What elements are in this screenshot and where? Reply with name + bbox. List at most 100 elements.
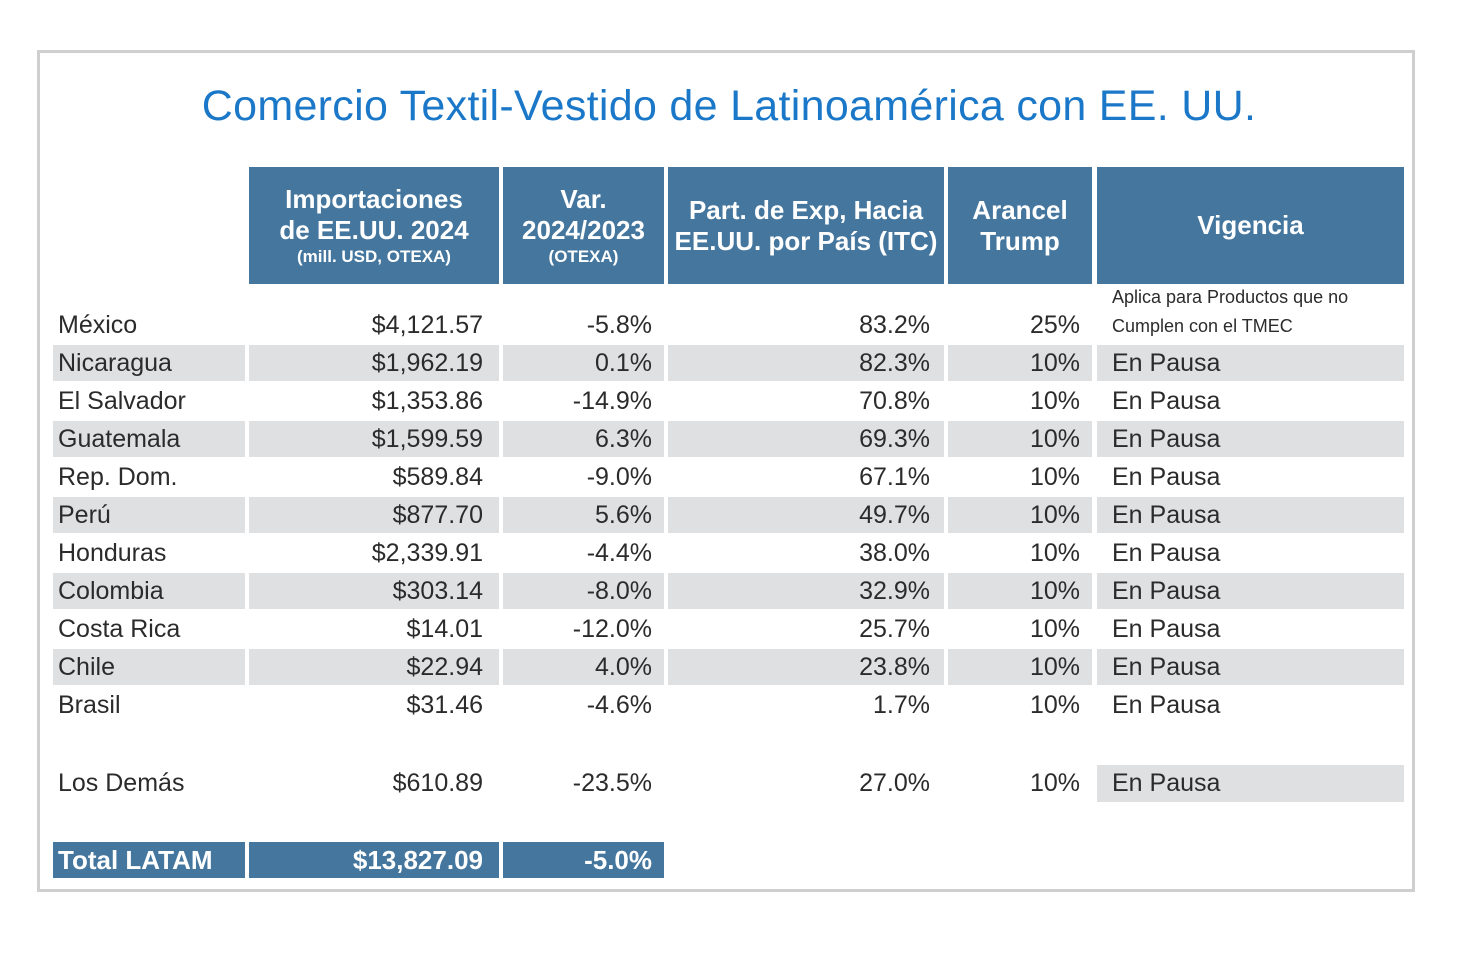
tariff-cell: 10% — [1029, 615, 1080, 643]
tariff-cell: 10% — [1029, 769, 1080, 797]
table-row: Nicaragua $1,962.19 0.1% 82.3% 10% En Pa… — [0, 345, 1468, 381]
variation-cell: -12.0% — [572, 615, 652, 643]
table-row: Honduras $2,339.91 -4.4% 38.0% 10% En Pa… — [0, 535, 1468, 571]
header-vigencia: Vigencia — [1097, 167, 1404, 284]
tariff-cell: 10% — [948, 497, 1092, 533]
vigencia-cell: En Pausa — [1097, 573, 1404, 609]
country-cell: Rep. Dom. — [58, 463, 178, 491]
tariff-cell: 10% — [1029, 387, 1080, 415]
share-cell: 70.8% — [859, 387, 930, 415]
imports-cell: $14.01 — [406, 615, 483, 643]
vigencia-cell: En Pausa — [1097, 345, 1404, 381]
header-var-line1: Var. — [560, 183, 607, 214]
table-row: Rep. Dom. $589.84 -9.0% 67.1% 10% En Pau… — [0, 459, 1468, 495]
variation-cell: -4.4% — [586, 539, 652, 567]
table-row: Brasil $31.46 -4.6% 1.7% 10% En Pausa — [0, 687, 1468, 723]
imports-cell: $589.84 — [392, 463, 483, 491]
header-importaciones: Importaciones de EE.UU. 2024 (mill. USD,… — [249, 167, 499, 284]
imports-cell: $877.70 — [249, 497, 499, 533]
header-participacion: Part. de Exp, Hacia EE.UU. por País (ITC… — [668, 167, 944, 284]
table-row: Guatemala $1,599.59 6.3% 69.3% 10% En Pa… — [0, 421, 1468, 457]
total-variation: -5.0% — [503, 842, 664, 878]
vigencia-cell: En Pausa — [1097, 765, 1404, 801]
share-cell: 23.8% — [668, 649, 944, 685]
imports-cell: $1,962.19 — [249, 345, 499, 381]
country-cell: Los Demás — [58, 769, 185, 797]
variation-cell: 4.0% — [503, 649, 664, 685]
country-cell: Chile — [53, 649, 245, 685]
page-title: Comercio Textil-Vestido de Latinoamérica… — [201, 82, 1257, 130]
share-cell: 83.2% — [859, 311, 930, 339]
imports-cell: $2,339.91 — [371, 539, 483, 567]
tariff-cell: 10% — [948, 345, 1092, 381]
variation-cell: -23.5% — [572, 769, 652, 797]
tariff-cell: 10% — [948, 649, 1092, 685]
vigencia-note-line2: Cumplen con el TMEC — [1112, 316, 1293, 336]
share-cell: 49.7% — [668, 497, 944, 533]
vigencia-cell: En Pausa — [1097, 649, 1404, 685]
imports-cell: $1,353.86 — [371, 387, 483, 415]
country-cell: Honduras — [58, 539, 167, 567]
country-cell: El Salvador — [58, 387, 186, 415]
variation-cell: 5.6% — [503, 497, 664, 533]
tariff-cell: 10% — [1029, 539, 1080, 567]
variation-cell: -14.9% — [572, 387, 652, 415]
variation-cell: -4.6% — [586, 691, 652, 719]
vigencia-cell: En Pausa — [1112, 615, 1221, 643]
total-imports: $13,827.09 — [249, 842, 499, 878]
imports-cell: $4,121.57 — [371, 311, 483, 339]
country-cell: Guatemala — [53, 421, 245, 457]
vigencia-cell: En Pausa — [1112, 387, 1221, 415]
vigencia-cell: En Pausa — [1097, 497, 1404, 533]
share-cell: 38.0% — [859, 539, 930, 567]
tariff-cell: 10% — [1029, 463, 1080, 491]
variation-cell: -8.0% — [503, 573, 664, 609]
header-importaciones-sub: (mill. USD, OTEXA) — [297, 246, 451, 266]
country-cell: Costa Rica — [58, 615, 181, 643]
header-arancel-line1: Arancel — [972, 194, 1068, 225]
share-cell: 82.3% — [668, 345, 944, 381]
variation-cell: 6.3% — [503, 421, 664, 457]
vigencia-note-mexico: Aplica para Productos que no Cumplen con… — [1112, 283, 1412, 341]
tariff-cell: 10% — [1029, 691, 1080, 719]
tariff-cell: 10% — [948, 573, 1092, 609]
share-cell: 69.3% — [668, 421, 944, 457]
imports-cell: $22.94 — [249, 649, 499, 685]
header-importaciones-line2: de EE.UU. 2024 — [279, 214, 469, 245]
total-label: Total LATAM — [53, 842, 245, 878]
imports-cell: $610.89 — [392, 769, 483, 797]
header-arancel-line2: Trump — [980, 225, 1060, 256]
country-cell: Perú — [53, 497, 245, 533]
tariff-cell: 25% — [1029, 311, 1080, 339]
share-cell: 32.9% — [668, 573, 944, 609]
header-participacion-line1: Part. de Exp, Hacia — [688, 194, 924, 225]
country-cell: México — [58, 311, 138, 339]
vigencia-cell: En Pausa — [1097, 421, 1404, 457]
header-var-sub: (OTEXA) — [548, 246, 619, 266]
vigencia-note-line1: Aplica para Productos que no — [1112, 287, 1349, 307]
divider — [1097, 800, 1404, 802]
table-row-others: Los Demás $610.89 -23.5% 27.0% 10% En Pa… — [0, 765, 1468, 801]
table-row: Chile $22.94 4.0% 23.8% 10% En Pausa — [0, 649, 1468, 685]
header-importaciones-line1: Importaciones — [285, 183, 463, 214]
vigencia-cell: En Pausa — [1112, 463, 1221, 491]
country-cell: Brasil — [58, 691, 121, 719]
table-row: El Salvador $1,353.86 -14.9% 70.8% 10% E… — [0, 383, 1468, 419]
country-cell: Nicaragua — [53, 345, 245, 381]
share-cell: 1.7% — [873, 691, 930, 719]
header-participacion-line2: EE.UU. por País (ITC) — [674, 225, 938, 256]
table-row: Costa Rica $14.01 -12.0% 25.7% 10% En Pa… — [0, 611, 1468, 647]
imports-cell: $303.14 — [249, 573, 499, 609]
table-row: Colombia $303.14 -8.0% 32.9% 10% En Paus… — [0, 573, 1468, 609]
tariff-cell: 10% — [948, 421, 1092, 457]
table-row-total: Total LATAM $13,827.09 -5.0% — [0, 842, 1468, 878]
variation-cell: 0.1% — [503, 345, 664, 381]
header-arancel: Arancel Trump — [948, 167, 1092, 284]
imports-cell: $1,599.59 — [249, 421, 499, 457]
header-var-line2: 2024/2023 — [522, 214, 645, 245]
table-row: México $4,121.57 -5.8% 83.2% 25% — [0, 307, 1468, 343]
share-cell: 27.0% — [859, 769, 930, 797]
header-vigencia-line1: Vigencia — [1197, 210, 1304, 240]
header-var: Var. 2024/2023 (OTEXA) — [503, 167, 664, 284]
vigencia-cell: En Pausa — [1112, 691, 1221, 719]
